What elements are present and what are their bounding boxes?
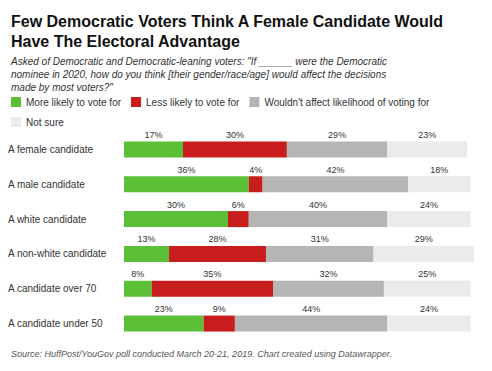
svg-text:A white candidate: A white candidate bbox=[8, 214, 87, 225]
svg-text:25%: 25% bbox=[418, 269, 436, 279]
svg-text:42%: 42% bbox=[326, 165, 344, 175]
svg-text:30%: 30% bbox=[167, 200, 185, 210]
svg-text:36%: 36% bbox=[177, 165, 195, 175]
svg-text:More likely to vote for: More likely to vote for bbox=[26, 97, 122, 108]
svg-text:24%: 24% bbox=[420, 200, 438, 210]
svg-text:nominee in 2020, how do you th: nominee in 2020, how do you think [their… bbox=[11, 69, 389, 80]
svg-text:32%: 32% bbox=[319, 269, 337, 279]
svg-text:8%: 8% bbox=[131, 269, 144, 279]
svg-text:A candidate under 50: A candidate under 50 bbox=[8, 318, 103, 329]
svg-text:23%: 23% bbox=[418, 130, 436, 140]
svg-text:Source: HuffPost/YouGov poll c: Source: HuffPost/YouGov poll conducted M… bbox=[11, 349, 392, 359]
svg-text:31%: 31% bbox=[311, 234, 329, 244]
svg-text:18%: 18% bbox=[430, 165, 448, 175]
svg-text:Wouldn't affect likelihood of: Wouldn't affect likelihood of voting for bbox=[264, 97, 430, 108]
svg-text:24%: 24% bbox=[420, 304, 438, 314]
svg-text:A candidate over 70: A candidate over 70 bbox=[8, 283, 97, 294]
svg-text:Not sure: Not sure bbox=[26, 117, 64, 128]
svg-text:6%: 6% bbox=[232, 200, 245, 210]
svg-text:29%: 29% bbox=[415, 234, 433, 244]
svg-text:44%: 44% bbox=[302, 304, 320, 314]
svg-text:Few Democratic Voters Think A: Few Democratic Voters Think A Female Can… bbox=[11, 13, 448, 30]
svg-text:A female candidate: A female candidate bbox=[8, 144, 93, 155]
svg-text:A non-white candidate: A non-white candidate bbox=[8, 248, 107, 259]
svg-text:A male candidate: A male candidate bbox=[8, 179, 85, 190]
svg-text:4%: 4% bbox=[249, 165, 262, 175]
svg-text:30%: 30% bbox=[226, 130, 244, 140]
svg-text:Less likely to vote for: Less likely to vote for bbox=[146, 97, 240, 108]
svg-text:made by most voters?": made by most voters?" bbox=[11, 82, 113, 93]
svg-text:28%: 28% bbox=[209, 234, 227, 244]
svg-text:Have The Electoral Advantage: Have The Electoral Advantage bbox=[11, 33, 240, 50]
svg-text:13%: 13% bbox=[138, 234, 156, 244]
svg-text:40%: 40% bbox=[309, 200, 327, 210]
svg-text:29%: 29% bbox=[328, 130, 346, 140]
svg-text:17%: 17% bbox=[144, 130, 162, 140]
svg-text:9%: 9% bbox=[213, 304, 226, 314]
svg-text:35%: 35% bbox=[203, 269, 221, 279]
svg-text:23%: 23% bbox=[155, 304, 173, 314]
svg-text:Asked of Democratic and Democr: Asked of Democratic and Democratic-leani… bbox=[10, 56, 390, 67]
